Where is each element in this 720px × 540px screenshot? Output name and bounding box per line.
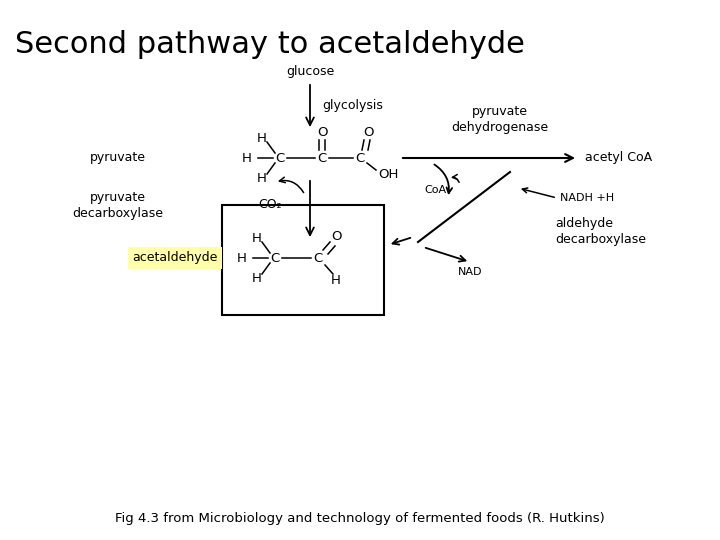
Text: H: H [252, 272, 262, 285]
Text: C: C [318, 152, 327, 165]
Text: pyruvate
decarboxylase: pyruvate decarboxylase [73, 191, 163, 219]
Text: pyruvate: pyruvate [90, 152, 146, 165]
Text: H: H [257, 132, 267, 145]
Text: acetaldehyde: acetaldehyde [132, 252, 217, 265]
Text: CO₂: CO₂ [258, 199, 282, 212]
Text: NADH +H: NADH +H [560, 193, 614, 203]
Bar [222, 205, 384, 315]
Text: H: H [257, 172, 267, 185]
Text: Fig 4.3 from Microbiology and technology of fermented foods (R. Hutkins): Fig 4.3 from Microbiology and technology… [115, 512, 605, 525]
Text: glucose: glucose [286, 65, 334, 78]
Text: glycolysis: glycolysis [322, 99, 383, 112]
Text: pyruvate
dehydrogenase: pyruvate dehydrogenase [451, 105, 549, 134]
Text: O: O [363, 125, 373, 138]
Text: NAD: NAD [458, 267, 482, 277]
Text: C: C [313, 252, 323, 265]
Text: O: O [317, 125, 328, 138]
Text: C: C [271, 252, 279, 265]
Text: O: O [330, 230, 341, 242]
Text: H: H [237, 252, 247, 265]
Text: aldehyde
decarboxylase: aldehyde decarboxylase [555, 218, 646, 246]
Text: H: H [331, 273, 341, 287]
Text: OH: OH [378, 167, 398, 180]
Text: H: H [252, 232, 262, 245]
Text: C: C [356, 152, 364, 165]
Text: C: C [275, 152, 284, 165]
Text: acetyl CoA: acetyl CoA [585, 152, 652, 165]
Text: CoA: CoA [424, 185, 446, 195]
Text: Second pathway to acetaldehyde: Second pathway to acetaldehyde [15, 30, 525, 59]
Text: H: H [242, 152, 252, 165]
